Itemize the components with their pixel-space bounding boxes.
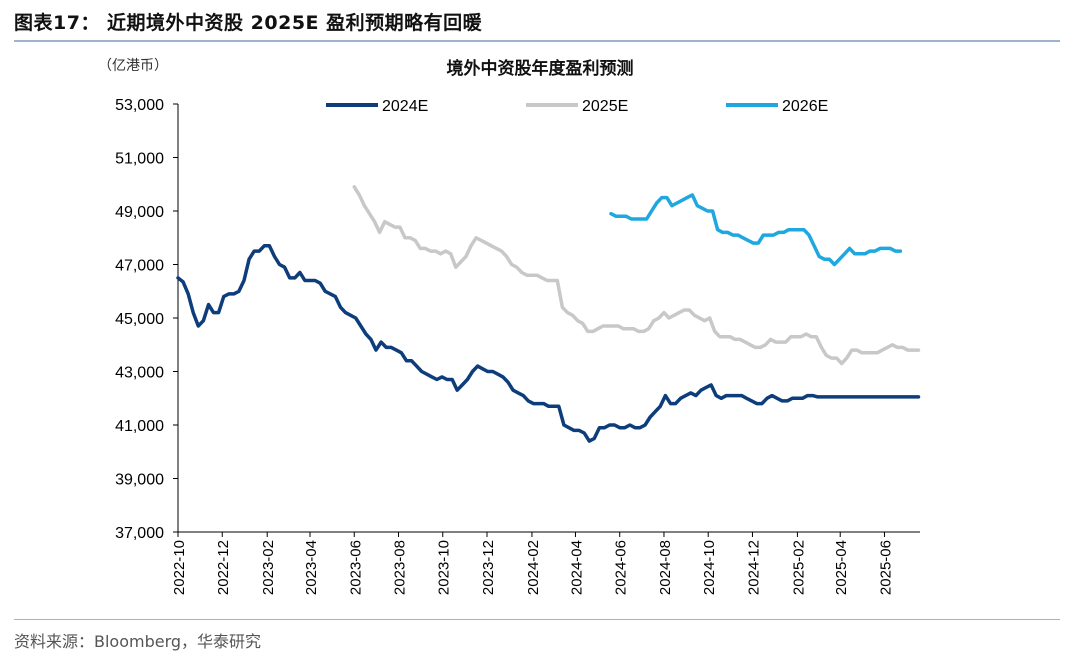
source-note: 资料来源：Bloomberg，华泰研究: [14, 632, 262, 651]
x-tick-label: 2025-04: [833, 540, 850, 595]
x-tick-label: 2025-06: [877, 540, 894, 595]
y-tick-label: 47,000: [115, 258, 164, 275]
series-line-2025E: [352, 185, 921, 366]
axes: 37,000 39,000 41,000 43,000 45,000 47,000 49,0…: [115, 97, 920, 595]
x-tick-label: 2024-08: [657, 540, 674, 595]
chart-title: 境外中资股年度盈利预测: [447, 58, 634, 78]
x-tick-label: 2022-12: [215, 540, 232, 595]
y-tick-label: 51,000: [115, 151, 164, 168]
y-tick-label: 39,000: [115, 472, 164, 489]
y-tick-label: 53,000: [115, 97, 164, 114]
x-tick-label: 2025-02: [790, 540, 807, 595]
x-tick-label: 2024-04: [568, 540, 585, 595]
y-tick-label: 49,000: [115, 204, 164, 221]
x-tick-label: 2023-06: [347, 540, 364, 595]
top-divider: [14, 40, 1060, 42]
series-line-2026E: [609, 193, 903, 267]
y-tick-label: 45,000: [115, 311, 164, 328]
figure-title: 图表17： 近期境外中资股 2025E 盈利预期略有回暖: [14, 12, 483, 34]
earnings-forecast-line-chart: （亿港币） 境外中资股年度盈利预测 37,000 39,000 41,000 43,0…: [98, 57, 921, 595]
x-tick-label: 2023-08: [391, 540, 408, 595]
legend: 2024E 2025E 2026E: [326, 98, 828, 115]
legend-label-2025E: 2025E: [582, 98, 628, 115]
x-tick-label: 2023-04: [303, 540, 320, 595]
x-tick-label: 2023-02: [260, 540, 277, 595]
x-tick-label: 2024-06: [613, 540, 630, 595]
x-tick-label: 2022-10: [171, 540, 188, 595]
y-tick-label: 41,000: [115, 418, 164, 435]
x-tick-label: 2023-12: [480, 540, 497, 595]
y-unit-label: （亿港币）: [98, 57, 168, 73]
legend-label-2024E: 2024E: [382, 98, 428, 115]
x-tick-label: 2024-12: [745, 540, 762, 595]
x-tick-label: 2024-10: [701, 540, 718, 595]
x-tick-label: 2023-10: [436, 540, 453, 595]
y-tick-label: 37,000: [115, 525, 164, 542]
series-line-2024E: [176, 244, 921, 443]
series-lines: [176, 185, 921, 443]
legend-label-2026E: 2026E: [782, 98, 828, 115]
x-tick-label: 2024-02: [525, 540, 542, 595]
bottom-divider: [14, 619, 1060, 620]
y-tick-label: 43,000: [115, 365, 164, 382]
